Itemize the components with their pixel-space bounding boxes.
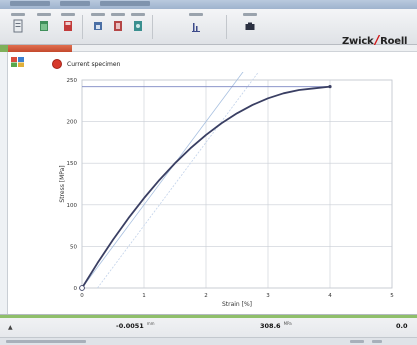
camera-icon — [245, 22, 255, 30]
export-icon — [114, 21, 122, 31]
status-arrow-icon: ▲ — [8, 324, 13, 331]
status-strip-green — [0, 45, 8, 52]
x-tick-label-0: 0 — [80, 293, 84, 299]
chart-series — [81, 85, 331, 289]
plot-area — [81, 79, 393, 289]
x-tick-labels: 0 1 2 3 4 5 — [80, 293, 394, 299]
end-marker — [328, 85, 332, 89]
status-unit: MPa — [283, 321, 292, 326]
settings-icon — [134, 21, 142, 31]
save-icon — [64, 21, 72, 31]
status-bar-accent — [0, 315, 417, 318]
status-value: -0.0051 — [116, 322, 144, 330]
toolbar: Zwick / Roell — [0, 9, 417, 49]
x-tick-label-1: 1 — [142, 293, 146, 299]
reference-line-offset — [97, 72, 259, 289]
toolbar-band — [72, 45, 417, 52]
status-readout-3: 0.0 — [396, 322, 408, 334]
brand-logo: Zwick / Roell — [342, 33, 408, 49]
chart-icon — [192, 23, 200, 32]
reference-lines — [81, 72, 330, 289]
toolbar-separator — [152, 15, 153, 39]
y-tick-labels: 0 50 100 150 200 250 — [67, 78, 78, 292]
chart-markers — [79, 85, 332, 291]
chart-grid — [81, 79, 393, 289]
status-unit: mm — [146, 321, 155, 326]
toolbar-separator — [82, 15, 83, 39]
document-icon — [13, 19, 23, 33]
status-readout-2: 308.6 MPa — [260, 322, 292, 334]
toolbar-button-1[interactable] — [8, 13, 28, 41]
panel-title-text: Current specimen — [67, 60, 121, 68]
status-readout-1: -0.0051 mm — [116, 322, 155, 334]
stress-strain-chart[interactable]: 0 50 100 150 200 250 0 1 2 3 4 5 Strain [%] Stress… — [40, 72, 410, 312]
print-icon — [94, 22, 102, 30]
specimen-status-icon — [52, 59, 62, 69]
toolbar-separator — [226, 15, 227, 39]
x-axis-label: Strain [%] — [222, 301, 252, 308]
toolbar-button-3[interactable] — [58, 13, 78, 41]
toolbar-button-2[interactable] — [34, 13, 54, 41]
left-sidebar — [0, 52, 8, 314]
x-tick-label-4: 4 — [328, 293, 332, 299]
y-tick-label-0: 0 — [74, 286, 78, 292]
series-line-0 — [81, 85, 331, 289]
x-tick-label-3: 3 — [266, 293, 270, 299]
y-axis-label: Stress [MPa] — [59, 165, 66, 202]
y-tick-label-4: 200 — [67, 120, 78, 126]
window-titlebar — [0, 0, 417, 9]
panel-title: Current specimen — [52, 58, 120, 70]
reference-line-modulus — [81, 72, 244, 289]
y-tick-label-1: 50 — [70, 244, 77, 250]
status-value: 308.6 — [260, 322, 281, 330]
x-tick-label-2: 2 — [204, 293, 208, 299]
open-icon — [40, 21, 48, 31]
navigator-icon[interactable] — [10, 56, 28, 68]
y-tick-label-3: 150 — [67, 161, 78, 167]
bottom-bar — [0, 337, 417, 345]
y-tick-label-2: 100 — [67, 203, 78, 209]
status-value: 0.0 — [396, 322, 408, 330]
x-tick-label-5: 5 — [390, 293, 394, 299]
origin-marker — [79, 285, 85, 291]
status-strip-red — [8, 45, 72, 52]
y-tick-label-5: 250 — [67, 78, 78, 84]
toolbar-button-7[interactable] — [186, 13, 206, 41]
toolbar-button-6[interactable] — [128, 13, 148, 41]
toolbar-button-8[interactable] — [240, 13, 260, 41]
toolbar-button-5[interactable] — [108, 13, 128, 41]
toolbar-button-4[interactable] — [88, 13, 108, 41]
